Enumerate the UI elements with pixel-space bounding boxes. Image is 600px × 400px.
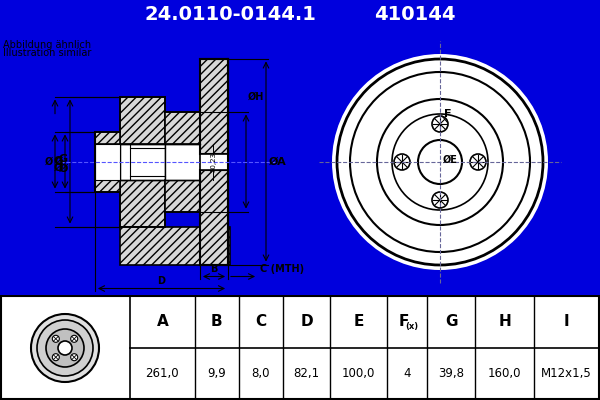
Text: 261,0: 261,0 bbox=[146, 367, 179, 380]
Text: 50,23: 50,23 bbox=[210, 152, 216, 172]
Text: C: C bbox=[255, 314, 266, 330]
Text: G: G bbox=[54, 156, 63, 166]
Circle shape bbox=[432, 116, 448, 132]
Circle shape bbox=[71, 354, 77, 361]
Circle shape bbox=[46, 329, 84, 367]
Text: 160,0: 160,0 bbox=[488, 367, 521, 380]
Text: 39,8: 39,8 bbox=[438, 367, 464, 380]
Polygon shape bbox=[200, 170, 228, 264]
Text: Illustration similar: Illustration similar bbox=[3, 48, 91, 58]
Text: G: G bbox=[445, 314, 457, 330]
Circle shape bbox=[58, 341, 72, 355]
Text: F: F bbox=[444, 109, 452, 119]
Circle shape bbox=[377, 99, 503, 225]
Polygon shape bbox=[120, 226, 230, 264]
Text: M12x1,5: M12x1,5 bbox=[541, 367, 592, 380]
Text: I: I bbox=[564, 314, 569, 330]
Polygon shape bbox=[95, 132, 120, 144]
Polygon shape bbox=[120, 144, 165, 180]
Text: Ø: Ø bbox=[45, 156, 53, 166]
Text: ØA: ØA bbox=[269, 156, 287, 166]
Text: B: B bbox=[211, 264, 218, 274]
Text: Ø: Ø bbox=[53, 162, 63, 172]
Circle shape bbox=[332, 54, 548, 270]
Text: A: A bbox=[157, 314, 168, 330]
Circle shape bbox=[52, 354, 59, 361]
Text: Ø: Ø bbox=[55, 156, 63, 166]
Text: F: F bbox=[399, 314, 409, 330]
Text: H: H bbox=[499, 314, 511, 330]
Text: Ø: Ø bbox=[59, 164, 68, 174]
Text: 8,0: 8,0 bbox=[251, 367, 270, 380]
Circle shape bbox=[71, 335, 77, 342]
Polygon shape bbox=[200, 58, 228, 154]
Text: Abbildung ähnlich: Abbildung ähnlich bbox=[3, 40, 91, 50]
Circle shape bbox=[37, 320, 93, 376]
Circle shape bbox=[350, 72, 530, 252]
Text: B: B bbox=[211, 314, 223, 330]
Circle shape bbox=[470, 154, 486, 170]
Text: G: G bbox=[59, 154, 68, 164]
Polygon shape bbox=[95, 144, 120, 180]
Polygon shape bbox=[165, 144, 200, 180]
Polygon shape bbox=[95, 180, 120, 192]
Text: 24.0110-0144.1: 24.0110-0144.1 bbox=[144, 4, 316, 24]
Circle shape bbox=[418, 140, 462, 184]
Circle shape bbox=[31, 314, 99, 382]
Text: D: D bbox=[300, 314, 313, 330]
Polygon shape bbox=[165, 112, 200, 144]
Text: 9,9: 9,9 bbox=[208, 367, 226, 380]
Text: 4: 4 bbox=[403, 367, 411, 380]
Circle shape bbox=[394, 154, 410, 170]
Circle shape bbox=[392, 114, 488, 210]
Text: E: E bbox=[353, 314, 364, 330]
Circle shape bbox=[52, 335, 59, 342]
Polygon shape bbox=[200, 154, 228, 170]
Text: ØH: ØH bbox=[248, 92, 265, 102]
Text: D: D bbox=[157, 276, 166, 286]
Text: ØE: ØE bbox=[443, 155, 458, 165]
Text: 82,1: 82,1 bbox=[293, 367, 320, 380]
Circle shape bbox=[337, 59, 543, 265]
Circle shape bbox=[432, 192, 448, 208]
Polygon shape bbox=[165, 180, 200, 212]
Polygon shape bbox=[120, 180, 165, 226]
Text: 410144: 410144 bbox=[374, 4, 456, 24]
Text: (x): (x) bbox=[406, 322, 419, 330]
Text: 100,0: 100,0 bbox=[342, 367, 375, 380]
Polygon shape bbox=[120, 96, 165, 144]
Text: C (MTH): C (MTH) bbox=[260, 264, 304, 274]
